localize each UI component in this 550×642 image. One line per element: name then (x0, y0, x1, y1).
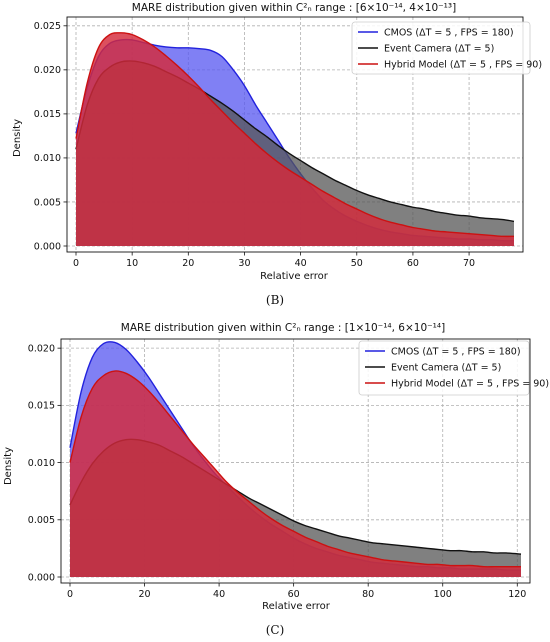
y-tick-label: 0.020 (28, 343, 55, 354)
y-tick-label: 0.005 (34, 197, 61, 208)
x-tick-label: 80 (362, 589, 374, 600)
legend-label: Event Camera (ΔT = 5) (391, 363, 501, 374)
y-tick-label: 0.010 (34, 153, 61, 164)
axis-ticks: 0 10 20 30 40 50 60 70 0.000 0.005 0.010 0.015 0.020… (34, 21, 475, 269)
legend-label: Hybrid Model (ΔT = 5 , FPS = 90) (391, 379, 549, 390)
legend-label: Hybrid Model (ΔT = 5 , FPS = 90) (384, 60, 542, 71)
chart-panel-c: MARE distribution given within C²ₙ range… (3, 322, 549, 637)
y-axis-label: Density (3, 447, 14, 485)
x-tick-label: 100 (434, 589, 452, 600)
x-tick-label: 50 (351, 258, 363, 269)
panel-label: (B) (266, 293, 284, 307)
x-tick-label: 30 (238, 258, 250, 269)
chart-title: MARE distribution given within C²ₙ range… (121, 322, 445, 334)
x-tick-label: 120 (508, 589, 526, 600)
x-tick-label: 40 (213, 589, 225, 600)
series-layer (69, 341, 522, 577)
plot-frame (60, 338, 531, 584)
chart-panel-b: MARE distribution given within C²ₙ range… (12, 2, 542, 307)
x-tick-label: 0 (73, 258, 79, 269)
legend-label: CMOS (ΔT = 5 , FPS = 180) (391, 347, 521, 358)
y-axis-label: Density (12, 119, 23, 157)
legend-box (358, 340, 530, 396)
series-area-hybrid (70, 370, 521, 577)
y-tick-label: 0.015 (28, 401, 55, 412)
series-line-hybrid (69, 370, 521, 568)
plot-frame (66, 16, 524, 253)
x-tick-label: 20 (182, 258, 194, 269)
y-tick-label: 0.025 (34, 21, 61, 32)
x-tick-label: 70 (463, 258, 475, 269)
x-tick-label: 0 (67, 589, 73, 600)
x-axis-label: Relative error (262, 601, 331, 612)
x-tick-label: 20 (138, 589, 150, 600)
series-line-hybrid (75, 32, 515, 238)
series-layer (75, 32, 515, 247)
legend-label: CMOS (ΔT = 5 , FPS = 180) (384, 28, 514, 39)
axis-ticks: 0 20 40 60 80 100 120 0.000 0.005 0.010 0.015 0.020 (28, 343, 527, 600)
y-tick-label: 0.010 (28, 458, 55, 469)
x-tick-label: 60 (407, 258, 419, 269)
x-tick-label: 40 (295, 258, 307, 269)
x-tick-label: 60 (288, 589, 300, 600)
panel-label: (C) (266, 623, 285, 637)
y-tick-label: 0.000 (28, 572, 55, 583)
x-axis-label: Relative error (260, 271, 329, 282)
legend-box (351, 21, 531, 75)
y-tick-label: 0.020 (34, 65, 61, 76)
y-tick-label: 0.005 (28, 515, 55, 526)
series-area-hybrid (76, 32, 514, 247)
y-tick-label: 0.015 (34, 109, 61, 120)
chart-title: MARE distribution given within C²ₙ range… (132, 2, 456, 14)
legend: CMOS (ΔT = 5 , FPS = 180) Event Camera (Δ… (358, 340, 549, 396)
legend: CMOS (ΔT = 5 , FPS = 180) Event Camera (Δ… (351, 21, 542, 75)
legend-label: Event Camera (ΔT = 5) (384, 44, 494, 55)
y-tick-label: 0.000 (34, 241, 61, 252)
x-tick-label: 10 (126, 258, 138, 269)
